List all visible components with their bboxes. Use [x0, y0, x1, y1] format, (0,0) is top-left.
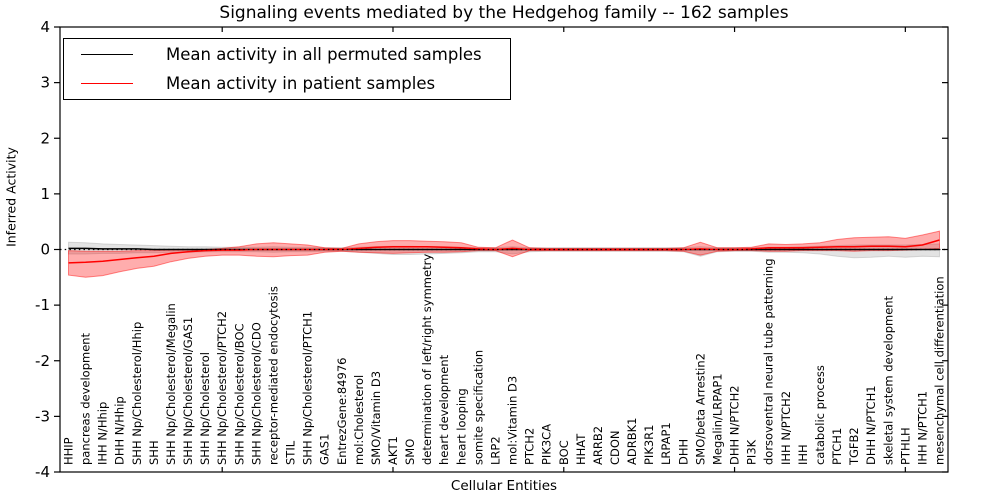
legend-label-patient-samples: Mean activity in patient samples — [166, 74, 436, 94]
legend: Mean activity in all permuted samples Me… — [63, 38, 511, 100]
x-category-label: mesenchymal cell differentiation — [933, 276, 947, 465]
x-category-label: PTHLH — [898, 427, 912, 465]
x-category-label: AKT1 — [386, 436, 400, 465]
x-category-label: HHIP — [62, 437, 76, 465]
x-category-label: PIK3R1 — [642, 425, 656, 466]
x-category-label: SHH Np/Cholesterol/BOC — [232, 323, 246, 465]
legend-line-patient-samples-icon — [81, 83, 133, 85]
x-category-label: SMO/Vitamin D3 — [369, 371, 383, 465]
y-tick-label: -4 — [35, 463, 50, 481]
y-tick-label: 2 — [40, 129, 50, 147]
x-category-label: ARRB2 — [591, 426, 605, 465]
x-category-label: determination of left/right symmetry — [420, 254, 434, 465]
legend-entry-permuted-samples: Mean activity in all permuted samples — [64, 40, 510, 68]
x-category-label: BOC — [557, 440, 571, 465]
x-category-label: SHH Np/Cholesterol/CDO — [249, 322, 263, 465]
x-category-label: DHH N/PTCH2 — [728, 385, 742, 465]
x-category-label: mol:Vitamin D3 — [506, 376, 520, 465]
x-category-label: DHH — [676, 439, 690, 465]
legend-label-permuted-samples: Mean activity in all permuted samples — [166, 44, 482, 64]
x-category-label: DHH N/Hhip — [113, 396, 127, 465]
x-category-label: IHH N/PTCH2 — [779, 391, 793, 465]
x-category-label: PIK3CA — [540, 424, 554, 465]
x-category-label: IHH — [796, 444, 810, 465]
x-category-label: ADRBK1 — [625, 418, 639, 465]
x-category-label: LRP2 — [488, 436, 502, 465]
x-category-label: LRPAP1 — [659, 422, 673, 465]
x-category-label: receptor-mediated endocytosis — [266, 286, 280, 465]
y-axis-label: Inferred Activity — [3, 147, 19, 247]
x-category-label: SHH Np/Cholesterol/PTCH2 — [215, 311, 229, 465]
y-tick-label: -1 — [35, 296, 50, 314]
x-category-label: EntrezGene:84976 — [335, 358, 349, 465]
x-category-label: GAS1 — [318, 434, 332, 465]
confidence-band-patient — [68, 230, 940, 278]
x-category-label: STIL — [284, 440, 298, 465]
x-category-label: SMO — [403, 439, 417, 465]
x-category-label: SHH Np/Cholesterol — [198, 352, 212, 465]
x-category-label: DHH N/PTCH1 — [864, 385, 878, 465]
x-category-label: SHH — [147, 440, 161, 465]
x-category-label: PI3K — [745, 439, 759, 465]
x-category-label: SMO/beta Arrestin2 — [693, 353, 707, 465]
x-category-label: CDON — [608, 430, 622, 465]
x-category-label: HHAT — [574, 433, 588, 465]
legend-entry-patient-samples: Mean activity in patient samples — [64, 70, 510, 98]
y-tick-label: 4 — [40, 18, 50, 36]
x-category-label: IHH N/PTCH1 — [915, 391, 929, 465]
x-category-label: SHH Np/Cholesterol/Hhip — [130, 322, 144, 465]
x-category-label: SHH Np/Cholesterol/GAS1 — [181, 317, 195, 465]
x-category-label: heart development — [437, 354, 451, 465]
x-category-label: Megalin/LRPAP1 — [710, 373, 724, 465]
x-category-label: mol:Cholesterol — [352, 375, 366, 465]
x-category-label: PTCH2 — [523, 428, 537, 465]
x-category-label: SHH Np/Cholesterol/Megalin — [164, 303, 178, 465]
x-category-label: SHH Np/Cholesterol/PTCH1 — [301, 311, 315, 465]
chart-title: Signaling events mediated by the Hedgeho… — [219, 3, 789, 23]
x-axis-label: Cellular Entities — [450, 478, 558, 494]
mean-line-patient — [68, 239, 940, 264]
x-category-label: skeletal system development — [881, 295, 895, 465]
x-category-label: IHH N/Hhip — [96, 402, 110, 465]
y-tick-label: -2 — [35, 352, 50, 370]
y-tick-label: 0 — [40, 241, 50, 259]
x-category-label: TGFB2 — [847, 427, 861, 466]
x-category-label: PTCH1 — [830, 428, 844, 465]
y-tick-label: 1 — [40, 185, 50, 203]
x-category-label: heart looping — [454, 388, 468, 465]
x-category-label: pancreas development — [79, 332, 93, 465]
legend-line-permuted-samples-icon — [81, 53, 133, 55]
y-tick-label: 3 — [40, 74, 50, 92]
y-tick-label: -3 — [35, 407, 50, 425]
x-category-label: dorsoventral neural tube patterning — [762, 258, 776, 465]
x-category-label: catabolic process — [813, 365, 827, 465]
x-category-label: somite specification — [471, 350, 485, 465]
